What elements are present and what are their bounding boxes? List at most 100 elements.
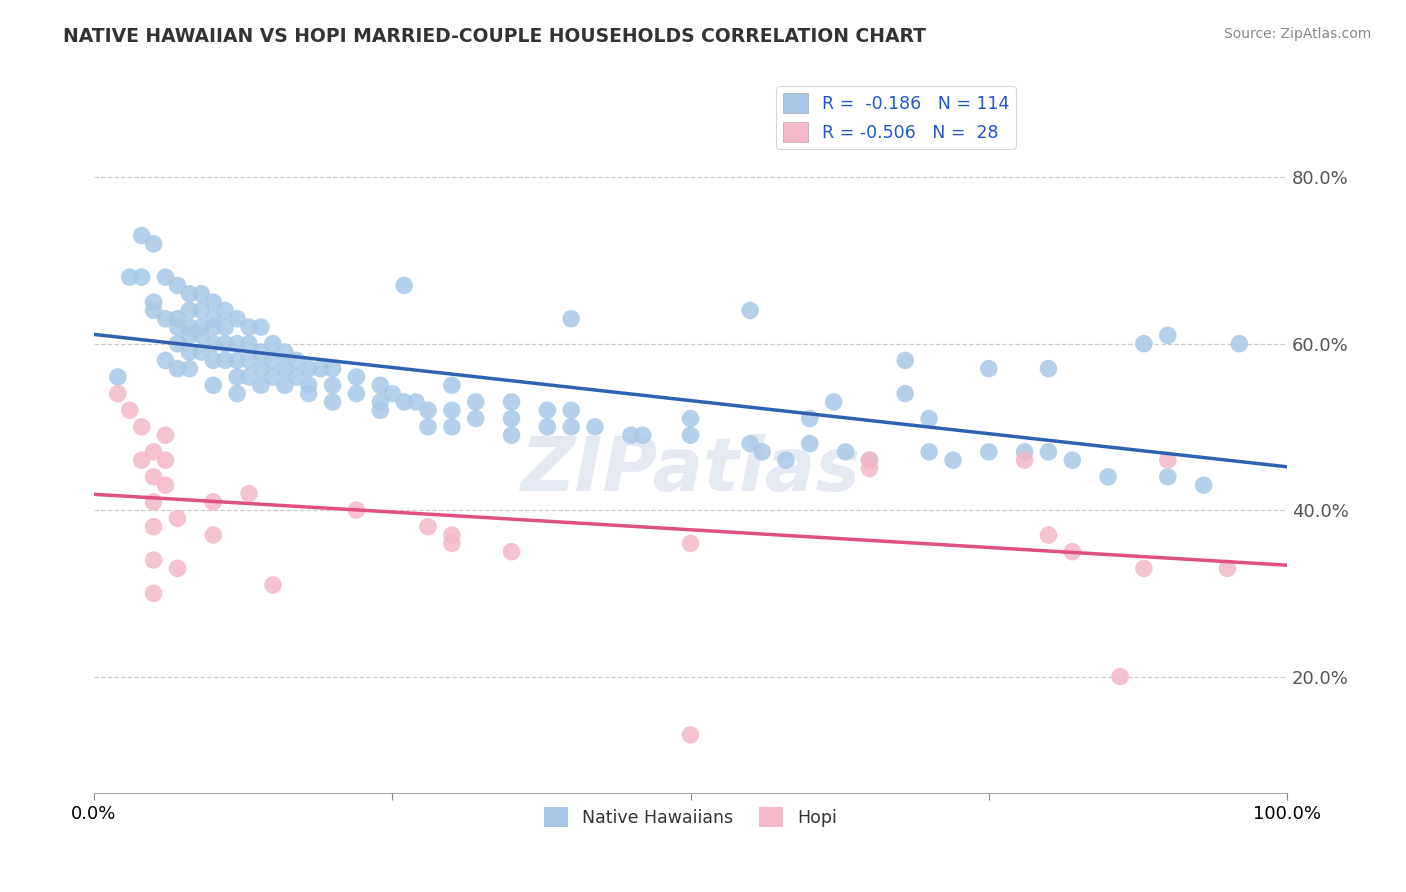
Point	[346, 386, 368, 401]
Point	[226, 353, 249, 368]
Point	[190, 303, 212, 318]
Point	[250, 378, 273, 392]
Point	[679, 428, 702, 442]
Point	[536, 420, 558, 434]
Point	[285, 370, 308, 384]
Point	[1038, 361, 1060, 376]
Point	[202, 528, 225, 542]
Point	[226, 370, 249, 384]
Point	[501, 545, 523, 559]
Point	[142, 470, 165, 484]
Point	[118, 403, 141, 417]
Point	[464, 395, 486, 409]
Point	[142, 495, 165, 509]
Point	[155, 478, 177, 492]
Point	[166, 561, 188, 575]
Point	[1157, 328, 1180, 343]
Point	[202, 336, 225, 351]
Point	[274, 345, 297, 359]
Point	[977, 361, 1000, 376]
Point	[1097, 470, 1119, 484]
Point	[274, 361, 297, 376]
Point	[416, 420, 439, 434]
Point	[202, 378, 225, 392]
Point	[1157, 453, 1180, 467]
Point	[190, 286, 212, 301]
Point	[536, 403, 558, 417]
Point	[631, 428, 654, 442]
Point	[440, 528, 463, 542]
Point	[202, 353, 225, 368]
Legend: Native Hawaiians, Hopi: Native Hawaiians, Hopi	[537, 800, 844, 834]
Point	[322, 378, 344, 392]
Point	[501, 411, 523, 425]
Point	[679, 536, 702, 550]
Point	[155, 270, 177, 285]
Point	[131, 453, 153, 467]
Point	[1109, 669, 1132, 683]
Point	[298, 361, 321, 376]
Point	[238, 353, 260, 368]
Point	[142, 236, 165, 251]
Point	[894, 386, 917, 401]
Point	[1227, 336, 1250, 351]
Point	[1192, 478, 1215, 492]
Point	[155, 428, 177, 442]
Point	[166, 320, 188, 334]
Point	[942, 453, 965, 467]
Point	[166, 361, 188, 376]
Point	[440, 403, 463, 417]
Point	[179, 303, 201, 318]
Point	[190, 328, 212, 343]
Point	[166, 511, 188, 525]
Point	[1014, 453, 1036, 467]
Point	[346, 503, 368, 517]
Point	[250, 361, 273, 376]
Point	[238, 370, 260, 384]
Point	[440, 420, 463, 434]
Point	[131, 228, 153, 243]
Point	[740, 436, 762, 450]
Text: Source: ZipAtlas.com: Source: ZipAtlas.com	[1223, 27, 1371, 41]
Point	[1014, 445, 1036, 459]
Point	[214, 353, 236, 368]
Point	[1038, 528, 1060, 542]
Point	[583, 420, 606, 434]
Point	[679, 411, 702, 425]
Point	[368, 395, 391, 409]
Point	[142, 303, 165, 318]
Point	[118, 270, 141, 285]
Point	[226, 386, 249, 401]
Point	[440, 536, 463, 550]
Point	[775, 453, 797, 467]
Point	[298, 386, 321, 401]
Point	[155, 453, 177, 467]
Point	[894, 353, 917, 368]
Point	[368, 403, 391, 417]
Point	[179, 286, 201, 301]
Point	[799, 411, 821, 425]
Point	[560, 311, 582, 326]
Point	[190, 345, 212, 359]
Point	[179, 361, 201, 376]
Point	[214, 303, 236, 318]
Point	[501, 395, 523, 409]
Point	[202, 295, 225, 310]
Point	[416, 520, 439, 534]
Point	[226, 311, 249, 326]
Point	[202, 320, 225, 334]
Point	[1133, 336, 1156, 351]
Point	[214, 336, 236, 351]
Point	[142, 520, 165, 534]
Point	[440, 378, 463, 392]
Point	[501, 428, 523, 442]
Point	[262, 336, 284, 351]
Point	[309, 361, 332, 376]
Point	[142, 445, 165, 459]
Point	[190, 320, 212, 334]
Point	[262, 353, 284, 368]
Point	[751, 445, 773, 459]
Point	[262, 370, 284, 384]
Point	[274, 378, 297, 392]
Point	[285, 353, 308, 368]
